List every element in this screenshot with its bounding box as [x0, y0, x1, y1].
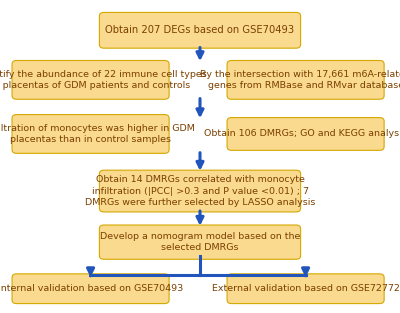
Text: Quantify the abundance of 22 immune cell types
in placentas of GDM patients and : Quantify the abundance of 22 immune cell…: [0, 70, 207, 90]
FancyBboxPatch shape: [12, 60, 169, 99]
Text: By the intersection with 17,661 m6A-related
genes from RMBase and RMvar database: By the intersection with 17,661 m6A-rela…: [200, 70, 400, 90]
FancyBboxPatch shape: [227, 274, 384, 304]
FancyBboxPatch shape: [12, 115, 169, 153]
FancyBboxPatch shape: [99, 225, 301, 259]
FancyBboxPatch shape: [99, 170, 301, 212]
Text: Develop a nomogram model based on the
selected DMRGs: Develop a nomogram model based on the se…: [100, 232, 300, 252]
FancyBboxPatch shape: [227, 60, 384, 99]
Text: Obtain 106 DMRGs; GO and KEGG analysis: Obtain 106 DMRGs; GO and KEGG analysis: [204, 130, 400, 138]
Text: Obtain 207 DEGs based on GSE70493: Obtain 207 DEGs based on GSE70493: [106, 25, 294, 35]
FancyBboxPatch shape: [99, 13, 301, 48]
Text: Obtain 14 DMRGs correlated with monocyte
infiltration (|PCC| >0.3 and P value <0: Obtain 14 DMRGs correlated with monocyte…: [85, 176, 315, 207]
FancyBboxPatch shape: [12, 274, 169, 304]
Text: Internal validation based on GSE70493: Internal validation based on GSE70493: [0, 284, 183, 293]
FancyBboxPatch shape: [227, 118, 384, 150]
Text: External validation based on GSE72772: External validation based on GSE72772: [212, 284, 400, 293]
Text: Infiltration of monocytes was higher in GDM
placentas than in control samples: Infiltration of monocytes was higher in …: [0, 124, 195, 144]
